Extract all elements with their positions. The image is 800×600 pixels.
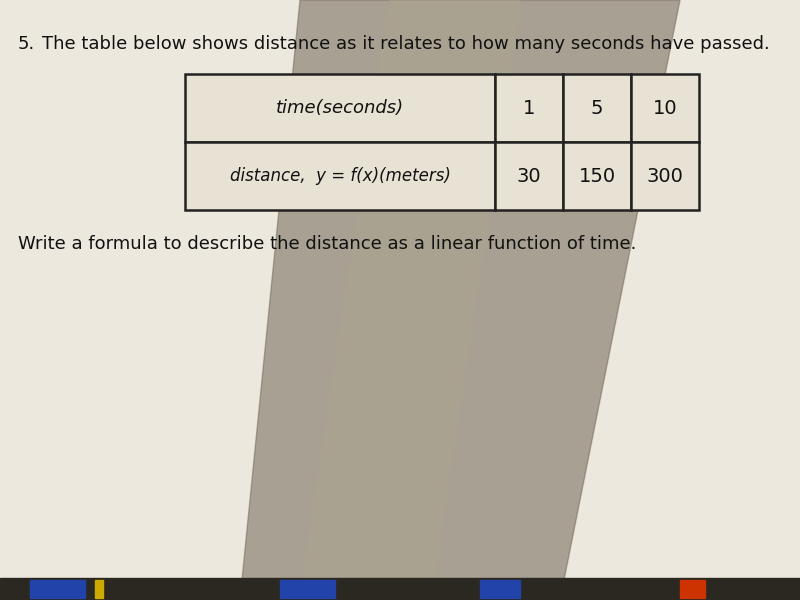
Text: 1: 1 (523, 98, 535, 118)
Bar (0, 578, 800, 600)
Bar (495, 142, 563, 210)
Bar (95, 580, 103, 598)
Text: The table below shows distance as it relates to how many seconds have passed.: The table below shows distance as it rel… (42, 35, 770, 53)
Bar (185, 142, 495, 210)
Text: Write a formula to describe the distance as a linear function of time.: Write a formula to describe the distance… (18, 235, 636, 253)
Text: 5.: 5. (18, 35, 35, 53)
Polygon shape (300, 0, 520, 600)
Text: 10: 10 (653, 98, 678, 118)
Bar (563, 142, 631, 210)
Bar (280, 580, 335, 598)
Polygon shape (240, 0, 680, 600)
Bar (631, 74, 699, 142)
Bar (631, 142, 699, 210)
Text: time(seconds): time(seconds) (276, 99, 404, 117)
Bar (680, 580, 705, 598)
Text: 5: 5 (590, 98, 603, 118)
Bar (495, 74, 563, 142)
Bar (185, 74, 495, 142)
Bar (563, 74, 631, 142)
Text: 300: 300 (646, 166, 683, 185)
Text: 150: 150 (578, 166, 615, 185)
Text: distance,  y = f(x)(meters): distance, y = f(x)(meters) (230, 167, 450, 185)
Bar (480, 580, 520, 598)
Text: 30: 30 (517, 166, 542, 185)
Bar (30, 580, 85, 598)
